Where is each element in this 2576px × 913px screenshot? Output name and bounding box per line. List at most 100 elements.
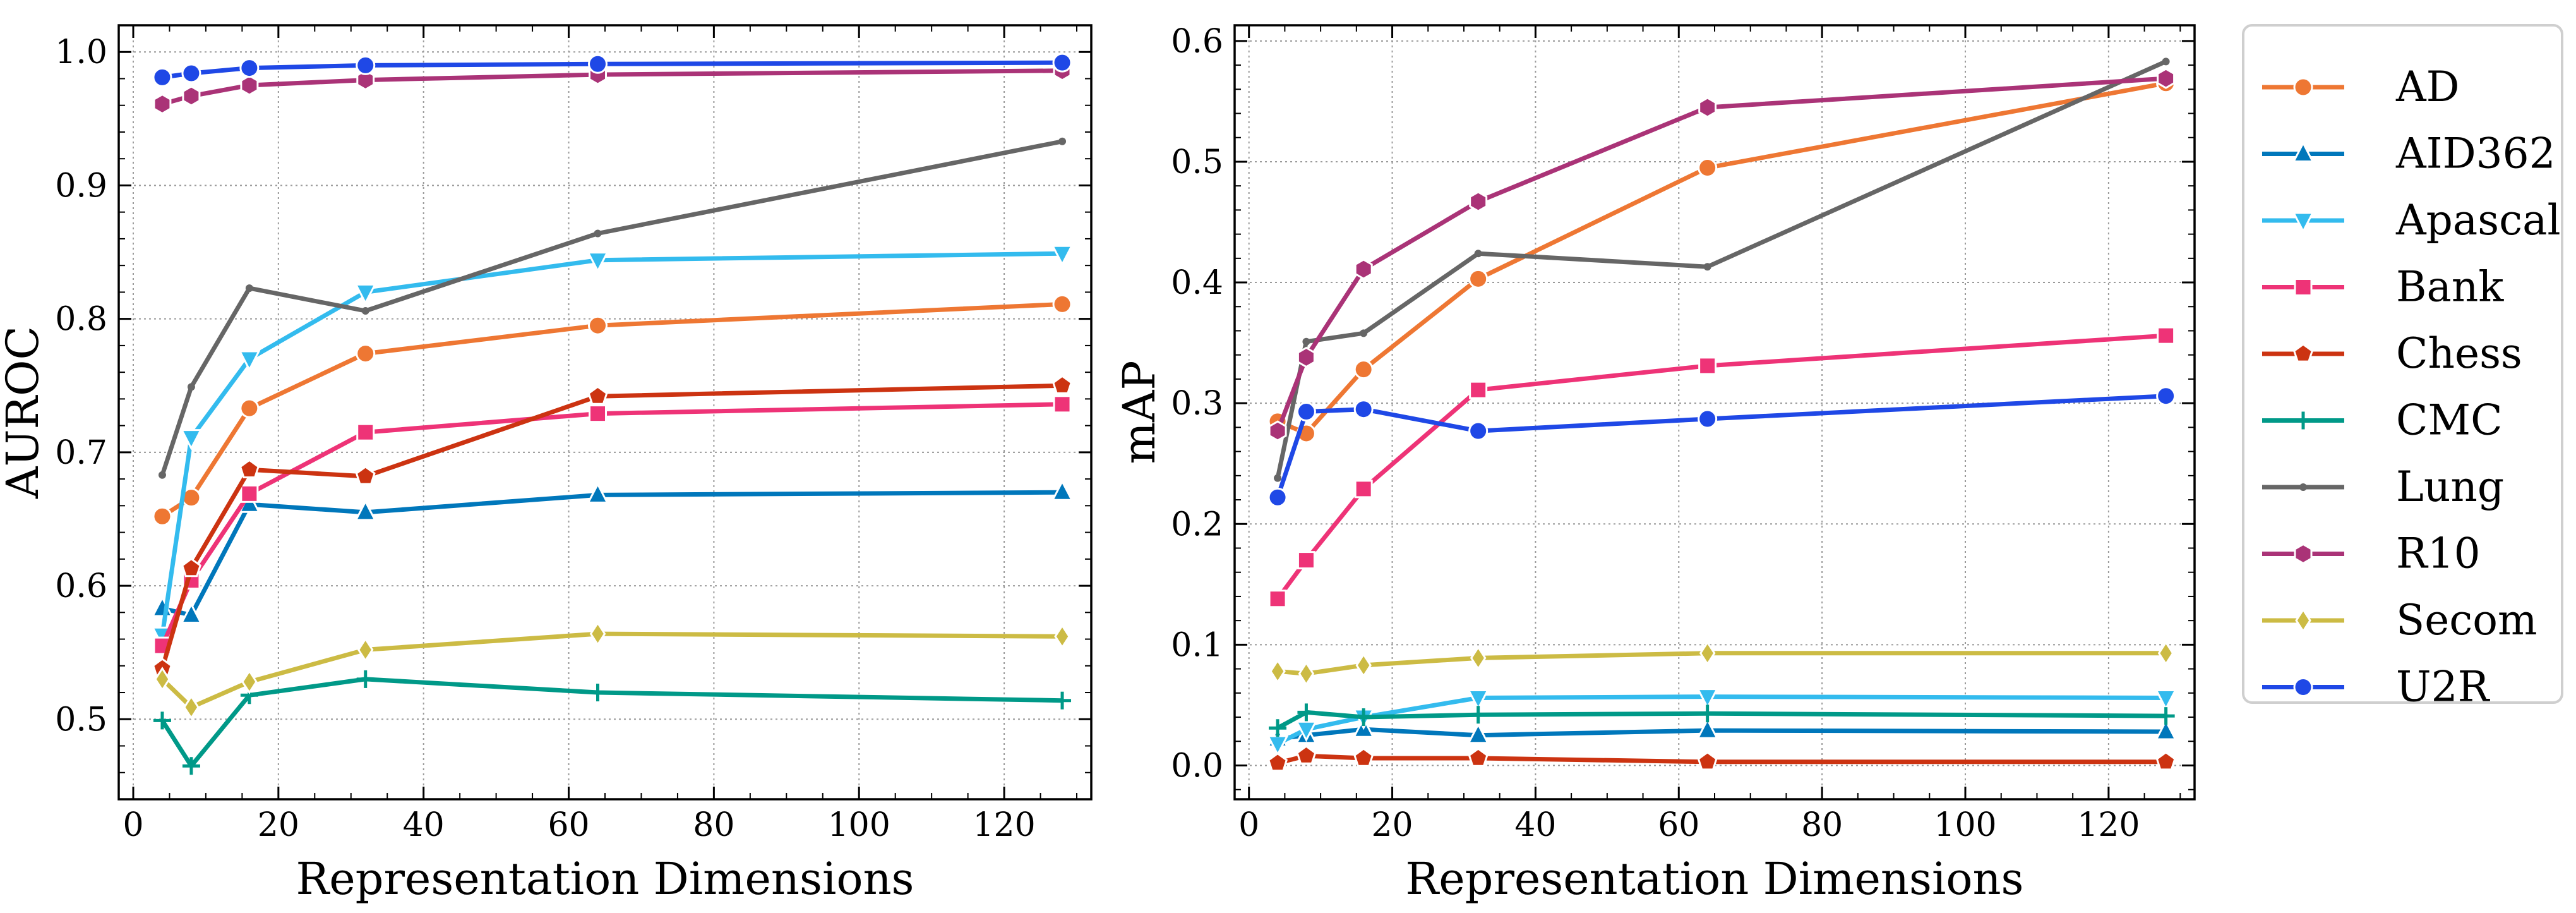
data-point-chess <box>181 557 201 577</box>
series-line-cmc <box>1275 710 2169 730</box>
data-point-secom <box>1355 653 1372 678</box>
legend-label: U2R <box>2396 663 2491 711</box>
data-point-lung <box>187 383 195 391</box>
data-point-chess <box>1697 751 1718 771</box>
data-point-bank <box>1297 551 1315 570</box>
x-tick-label: 0 <box>123 806 143 844</box>
data-point-cmc <box>356 670 374 688</box>
series-chess <box>1267 745 2176 772</box>
series-aid362 <box>1266 716 2178 747</box>
data-point-secom <box>1298 661 1315 686</box>
legend-item-u2r: U2R <box>2262 663 2491 711</box>
series-lung <box>158 137 1067 479</box>
series-line-apascal <box>1275 694 2169 746</box>
auroc-panel: 0 20 40 60 80 100 120 0.5 0.6 0.7 0.8 0.9 1.0 Represe… <box>0 24 1093 905</box>
legend-item-chess: Chess <box>2262 329 2522 378</box>
legend-item-cmc: CMC <box>2262 396 2503 445</box>
data-point-cmc <box>2157 707 2175 725</box>
series-u2r <box>152 52 1072 87</box>
data-point-u2r <box>356 55 376 75</box>
x-tick-label: 0 <box>1238 806 1259 844</box>
y-tick-label: 0.7 <box>55 434 107 472</box>
data-point-u2r <box>1698 409 1718 429</box>
data-point-apascal <box>180 429 203 450</box>
data-point-secom <box>589 621 606 646</box>
legend-label: Secom <box>2396 596 2537 644</box>
series-bank <box>1268 326 2176 608</box>
data-point-chess <box>1353 747 1374 767</box>
series-line-lung <box>160 139 1065 478</box>
legend-marker <box>2299 483 2307 491</box>
y-axis-label: mAP <box>1113 360 1165 464</box>
data-point-r10 <box>356 69 375 91</box>
x-tick-label: 60 <box>1658 806 1699 844</box>
legend-item-r10: R10 <box>2262 529 2481 578</box>
data-point-aid362 <box>180 602 203 624</box>
data-point-lung <box>158 471 166 479</box>
series-line-lung <box>1275 59 2169 481</box>
data-point-chess <box>1052 375 1073 394</box>
data-point-secom <box>1470 645 1487 671</box>
series-line-u2r <box>1275 394 2169 500</box>
data-point-aid362 <box>1696 717 1719 739</box>
data-point-secom <box>1699 641 1716 666</box>
data-point-lung <box>1360 329 1368 337</box>
data-point-bank <box>2157 326 2176 345</box>
data-point-lung <box>1474 250 1482 258</box>
data-point-apascal <box>587 251 609 273</box>
x-tick-label: 100 <box>1934 806 1996 844</box>
y-tick-label: 1.0 <box>55 33 107 71</box>
legend-label: AD <box>2395 63 2460 111</box>
data-point-ad <box>239 398 260 418</box>
data-point-secom <box>241 669 258 694</box>
data-point-aid362 <box>354 499 377 521</box>
data-point-lung <box>245 284 253 293</box>
legend-marker <box>2294 278 2313 296</box>
data-point-u2r <box>1052 52 1072 73</box>
legend-marker <box>2292 212 2315 234</box>
legend-marker <box>2292 141 2315 162</box>
legend-item-apascal: Apascal <box>2262 196 2561 245</box>
series-line-cmc <box>160 677 1065 768</box>
data-point-chess <box>239 459 260 478</box>
series-line-ad <box>160 301 1065 519</box>
y-tick-label: 0.3 <box>1171 385 1223 423</box>
data-point-cmc <box>1469 706 1487 724</box>
data-point-cmc <box>182 757 200 775</box>
x-tick-label: 120 <box>2077 806 2140 844</box>
legend-marker <box>2295 608 2311 633</box>
series-secom <box>154 621 1070 720</box>
map-panel: 0 20 40 60 80 100 120 0.0 0.1 0.2 0.3 0.4 0.5 0.6 Repr… <box>1113 23 2196 905</box>
y-tick-label: 0.5 <box>55 701 107 739</box>
y-tick-label: 0.8 <box>55 301 107 339</box>
data-point-u2r <box>2156 386 2176 406</box>
data-point-secom <box>1269 658 1286 684</box>
data-point-cmc <box>1053 691 1072 710</box>
series-line-aid362 <box>160 490 1065 617</box>
legend-item-lung: Lung <box>2262 463 2504 511</box>
legend-marker <box>2293 677 2313 697</box>
ticks <box>1235 25 2195 799</box>
series-line-aid362 <box>1275 727 2169 741</box>
data-point-cmc <box>1269 719 1287 737</box>
data-point-lung <box>1274 474 1282 482</box>
data-point-u2r <box>1267 487 1288 507</box>
data-point-lung <box>1302 337 1310 346</box>
series-line-chess <box>1275 753 2169 766</box>
legend-marker <box>2293 77 2313 97</box>
data-point-lung <box>1058 137 1067 145</box>
data-point-apascal <box>1696 688 1719 710</box>
data-point-chess <box>1468 747 1489 767</box>
legend-item-bank: Bank <box>2262 263 2504 311</box>
data-point-chess <box>355 466 376 485</box>
series-u2r <box>1267 386 2176 507</box>
data-point-secom <box>1054 624 1070 650</box>
data-point-apascal <box>238 350 261 372</box>
legend-marker <box>2294 543 2313 565</box>
data-point-secom <box>154 667 171 692</box>
legend-label: R10 <box>2396 529 2481 578</box>
series-cmc <box>153 670 1072 775</box>
legend-label: Bank <box>2396 263 2504 311</box>
